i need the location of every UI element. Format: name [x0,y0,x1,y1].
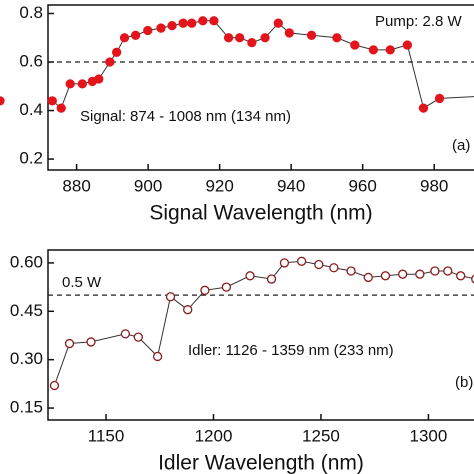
x-tick-label: 880 [62,176,90,195]
data-point [143,25,153,36]
data-point [64,338,75,349]
data-point [296,256,307,266]
data-point [56,103,66,113]
data-point [266,274,277,284]
x-tick-label: 940 [277,176,305,195]
data-point [165,292,176,302]
annotation: (b) [455,374,473,391]
data-point [402,40,413,50]
annotation: Idler: 1126 - 1359 nm (233 nm) [188,342,394,359]
data-point [306,30,317,40]
data-point [456,271,466,281]
data-point [130,30,141,40]
x-tick-label: 1300 [410,426,448,445]
y-tick-label: 0.30 [10,349,43,368]
data-point [49,380,60,391]
data-point [65,79,75,89]
y-tick-label: 0.60 [10,252,43,271]
data-point [397,269,408,279]
y-tick-label: 0.6 [19,52,43,71]
data-point [47,96,57,106]
data-point [314,259,324,270]
data-point [221,282,232,292]
data-point [120,329,131,339]
annotation: (a) [452,137,470,154]
data-point [112,47,122,57]
data-point [350,40,360,50]
data-point [346,266,356,276]
y-tick-label: 0.45 [10,301,43,320]
data-point [247,37,257,48]
data-point [443,266,453,276]
data-point [77,79,87,89]
annotation: Signal: 874 - 1008 nm (134 nm) [80,108,291,125]
data-point [0,96,5,106]
data-point [363,272,373,283]
data-point [133,332,143,342]
data-point [418,103,429,113]
data-point [279,258,290,268]
x-tick-label: 900 [134,176,162,195]
annotation: Pump: 2.8 W [375,13,463,30]
data-point [368,45,379,55]
y-tick-label: 0.8 [19,3,43,22]
data-point [235,33,245,43]
x-axis-label: Signal Wavelength (nm) [149,202,372,225]
data-point [167,20,177,31]
x-tick-label: 920 [205,176,233,195]
data-point [105,57,115,67]
plot-frame [47,249,474,421]
data-point [273,18,283,28]
data-point [200,285,210,295]
data-point [178,18,188,28]
data-point [223,33,234,43]
y-tick-label: 0.15 [10,398,43,417]
y-tick-label: 0.4 [19,100,43,119]
data-point [119,33,130,43]
data-point [434,93,445,104]
data-point [332,33,342,43]
data-point [260,33,270,43]
data-point [94,74,104,84]
data-point [156,23,166,33]
x-tick-label: 960 [348,176,376,195]
data-point [152,351,163,362]
data-point [415,269,425,279]
x-tick-label: 1150 [88,426,125,445]
data-point [86,337,96,347]
data-point [245,271,255,281]
x-tick-label: 980 [420,176,448,195]
data-point [209,16,219,26]
data-point [284,28,295,38]
x-axis-label: Idler Wavelength (nm) [158,452,364,474]
data-point [187,18,197,28]
annotation: 0.5 W [62,274,102,291]
plot-frame [47,4,474,171]
data-point [471,274,474,284]
data-point [430,266,440,276]
data-point [380,271,391,281]
data-point [329,263,339,273]
data-point [198,16,208,26]
x-tick-label: 1200 [195,426,233,445]
y-tick-label: 0.2 [19,149,43,168]
data-point [183,305,193,315]
x-tick-label: 1250 [302,426,340,445]
data-point [385,45,395,55]
data-line [53,260,474,386]
